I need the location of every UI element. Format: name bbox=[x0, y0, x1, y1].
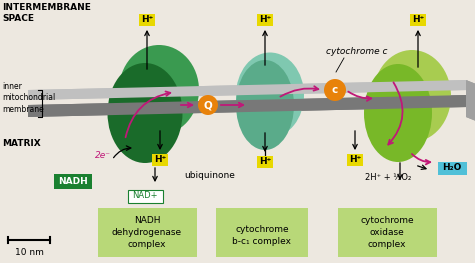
Text: H⁺: H⁺ bbox=[154, 155, 166, 164]
FancyBboxPatch shape bbox=[437, 161, 466, 174]
Polygon shape bbox=[466, 80, 475, 121]
Circle shape bbox=[198, 95, 218, 115]
Text: cytochrome
oxidase
complex: cytochrome oxidase complex bbox=[360, 216, 414, 249]
Text: MATRIX: MATRIX bbox=[2, 139, 41, 148]
FancyBboxPatch shape bbox=[338, 208, 437, 257]
Text: NADH: NADH bbox=[58, 177, 88, 186]
Text: NADH
dehydrogenase
complex: NADH dehydrogenase complex bbox=[112, 216, 182, 249]
Text: H⁺: H⁺ bbox=[349, 155, 361, 164]
Text: 2e⁻: 2e⁻ bbox=[95, 150, 111, 159]
FancyBboxPatch shape bbox=[216, 208, 308, 257]
Text: H⁺: H⁺ bbox=[141, 16, 153, 24]
Text: ubiquinone: ubiquinone bbox=[185, 170, 236, 180]
Text: NAD+: NAD+ bbox=[132, 191, 158, 200]
Text: H⁺: H⁺ bbox=[412, 16, 424, 24]
Text: H⁺: H⁺ bbox=[259, 16, 271, 24]
Circle shape bbox=[324, 79, 346, 101]
Text: 10 nm: 10 nm bbox=[15, 248, 43, 257]
Ellipse shape bbox=[236, 53, 304, 138]
Text: H⁺: H⁺ bbox=[259, 158, 271, 166]
FancyBboxPatch shape bbox=[127, 190, 162, 203]
Text: cytochrome c: cytochrome c bbox=[326, 48, 388, 57]
Ellipse shape bbox=[373, 50, 451, 142]
Text: inner
mitochondrial
membrane: inner mitochondrial membrane bbox=[2, 82, 55, 114]
Ellipse shape bbox=[236, 60, 294, 150]
Text: INTERMEMBRANE
SPACE: INTERMEMBRANE SPACE bbox=[2, 3, 91, 23]
Text: Q: Q bbox=[204, 100, 212, 110]
Polygon shape bbox=[466, 80, 475, 121]
Ellipse shape bbox=[119, 45, 199, 135]
Text: cytochrome
b-c₁ complex: cytochrome b-c₁ complex bbox=[232, 225, 292, 246]
Text: c: c bbox=[332, 85, 338, 95]
Polygon shape bbox=[28, 95, 468, 117]
Polygon shape bbox=[28, 80, 468, 100]
FancyBboxPatch shape bbox=[54, 174, 92, 189]
Text: 2H⁺ + ½O₂: 2H⁺ + ½O₂ bbox=[365, 174, 411, 183]
Polygon shape bbox=[28, 80, 468, 100]
FancyBboxPatch shape bbox=[98, 208, 197, 257]
Ellipse shape bbox=[107, 63, 182, 163]
Polygon shape bbox=[28, 95, 468, 117]
Ellipse shape bbox=[364, 64, 432, 162]
Text: H₂O: H₂O bbox=[442, 164, 462, 173]
